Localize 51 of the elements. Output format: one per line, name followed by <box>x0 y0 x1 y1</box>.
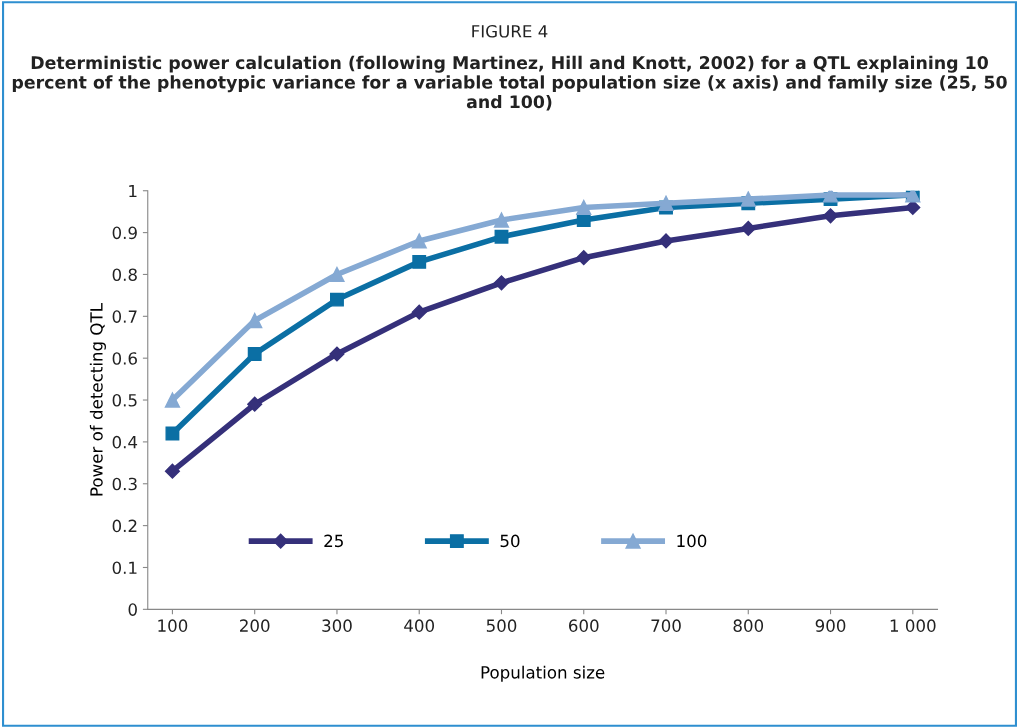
point <box>822 208 839 224</box>
chart-title: FIGURE 4 <box>472 24 548 38</box>
point <box>658 195 674 211</box>
point <box>822 190 839 203</box>
point <box>165 426 180 441</box>
point <box>247 396 263 412</box>
point <box>576 250 592 266</box>
x-tick-label: 200 <box>240 619 270 632</box>
y-tick-label: 0.9 <box>112 226 137 240</box>
point <box>493 275 510 291</box>
y-tick-label: 0.6 <box>112 352 137 365</box>
point <box>164 392 181 408</box>
legend-label: 25 <box>324 534 343 548</box>
chart-subtitle: Deterministic power calculation (following Martinez, Hill and Knott, 2002) for a QTL explaining 10 percent of the phenotypic variance for a variable total population size (x axis) and family size (25, 50 and 100) <box>12 55 1007 111</box>
x-tick-label: 600 <box>569 619 599 632</box>
point <box>740 220 756 236</box>
x-tick-label: 1 000 <box>890 619 936 632</box>
y-tick-label: 0.3 <box>112 477 137 491</box>
point <box>329 346 345 362</box>
y-axis-title: Power of detecting QTL <box>89 303 106 496</box>
point <box>493 212 510 228</box>
x-tick-label: 100 <box>158 619 188 632</box>
x-axis-title: Population size <box>481 665 605 682</box>
point <box>576 199 592 216</box>
x-tick-label: 300 <box>322 619 352 632</box>
x-tick-label: 900 <box>815 619 846 632</box>
legend-label: 100 <box>677 534 707 548</box>
x-tick-label: 500 <box>486 619 517 632</box>
point <box>164 463 181 479</box>
x-tick-label: 400 <box>404 619 435 632</box>
y-tick-label: 0.1 <box>112 561 137 575</box>
y-tick-label: 0.5 <box>112 394 137 407</box>
y-tick-label: 0.8 <box>112 268 137 282</box>
point <box>412 254 427 269</box>
point <box>740 191 756 207</box>
point <box>494 229 509 244</box>
point <box>411 304 427 320</box>
y-tick-label: 0 <box>128 603 137 616</box>
y-tick-label: 0.4 <box>112 435 138 449</box>
x-tick-label: 800 <box>733 619 764 632</box>
point <box>411 233 427 249</box>
y-tick-label: 1 <box>129 184 137 198</box>
point <box>247 347 262 361</box>
y-tick-label: 0.2 <box>112 519 137 533</box>
point <box>329 266 345 283</box>
point <box>658 233 674 249</box>
y-tick-label: 0.7 <box>112 310 137 323</box>
legend-label: 50 <box>500 534 520 548</box>
point <box>330 292 344 307</box>
point <box>247 312 263 329</box>
x-tick-label: 700 <box>651 619 681 632</box>
